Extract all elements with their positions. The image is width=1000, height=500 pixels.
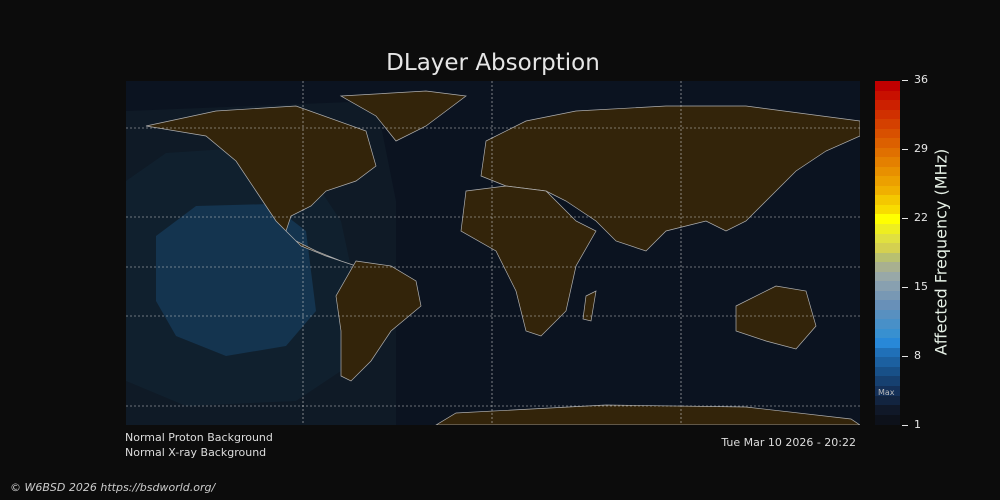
colorbar-segment [875, 185, 900, 196]
colorbar-segment [875, 366, 900, 377]
colorbar-segment [875, 309, 900, 320]
colorbar-tick: 22 [902, 211, 928, 224]
land-europe-asia [480, 105, 860, 252]
colorbar-tick: 29 [902, 142, 928, 155]
colorbar-segment [875, 147, 900, 158]
colorbar-segment [875, 128, 900, 139]
land-antarctica [435, 404, 860, 425]
colorbar-segment [875, 81, 900, 91]
colorbar-segment [875, 290, 900, 301]
colorbar-segment [875, 176, 900, 186]
colorbar [875, 81, 900, 425]
colorbar-segment [875, 138, 900, 148]
colorbar-segment [875, 119, 900, 129]
colorbar-segment [875, 386, 900, 396]
colorbar-segment [875, 395, 900, 406]
colorbar-segment [875, 319, 900, 329]
land-south-america [335, 260, 422, 382]
land-greenland [339, 90, 467, 142]
land-north-america [145, 105, 377, 267]
absorption-map [126, 81, 860, 425]
colorbar-segment [875, 271, 900, 282]
graticule [126, 81, 860, 425]
colorbar-segment [875, 405, 900, 415]
colorbar-segment [875, 233, 900, 244]
colorbar-segment [875, 204, 900, 215]
timestamp: Tue Mar 10 2026 - 20:22 [721, 436, 856, 449]
colorbar-tick: 1 [902, 418, 921, 431]
colorbar-segment [875, 347, 900, 358]
absorption-zone-medium [156, 204, 316, 356]
max-marker: Max [878, 388, 895, 397]
colorbar-segment [875, 262, 900, 272]
colorbar-segment [875, 338, 900, 348]
colorbar-tick: 15 [902, 280, 928, 293]
colorbar-segment [875, 214, 900, 224]
colorbar-segment [875, 100, 900, 110]
colorbar-label: Affected Frequency (MHz) [931, 148, 951, 356]
colorbar-segment [875, 252, 900, 263]
colorbar-segment [875, 90, 900, 101]
proton-status: Normal Proton Background [125, 431, 273, 444]
colorbar-segment [875, 109, 900, 120]
colorbar-segment [875, 223, 900, 234]
xray-status: Normal X-ray Background [125, 446, 267, 459]
colorbar-tick: 8 [902, 349, 921, 362]
colorbar-segment [875, 328, 900, 339]
land-australia [735, 285, 817, 350]
colorbar-segment [875, 166, 900, 177]
map-title: DLayer Absorption [386, 50, 600, 76]
colorbar-segment [875, 414, 900, 425]
colorbar-segment [875, 195, 900, 205]
colorbar-segment [875, 357, 900, 367]
colorbar-segment [875, 157, 900, 167]
copyright: © W6BSD 2026 https://bsdworld.org/ [10, 481, 216, 494]
colorbar-segment [875, 243, 900, 253]
colorbar-tick: 36 [902, 73, 928, 86]
land-madagascar [582, 290, 597, 322]
colorbar-segment [875, 300, 900, 310]
colorbar-segment [875, 376, 900, 386]
colorbar-segment [875, 281, 900, 291]
land-africa [460, 185, 597, 337]
